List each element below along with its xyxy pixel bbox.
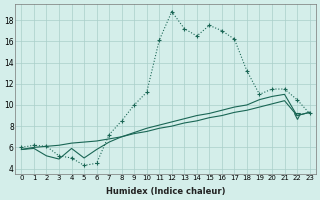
X-axis label: Humidex (Indice chaleur): Humidex (Indice chaleur) — [106, 187, 225, 196]
